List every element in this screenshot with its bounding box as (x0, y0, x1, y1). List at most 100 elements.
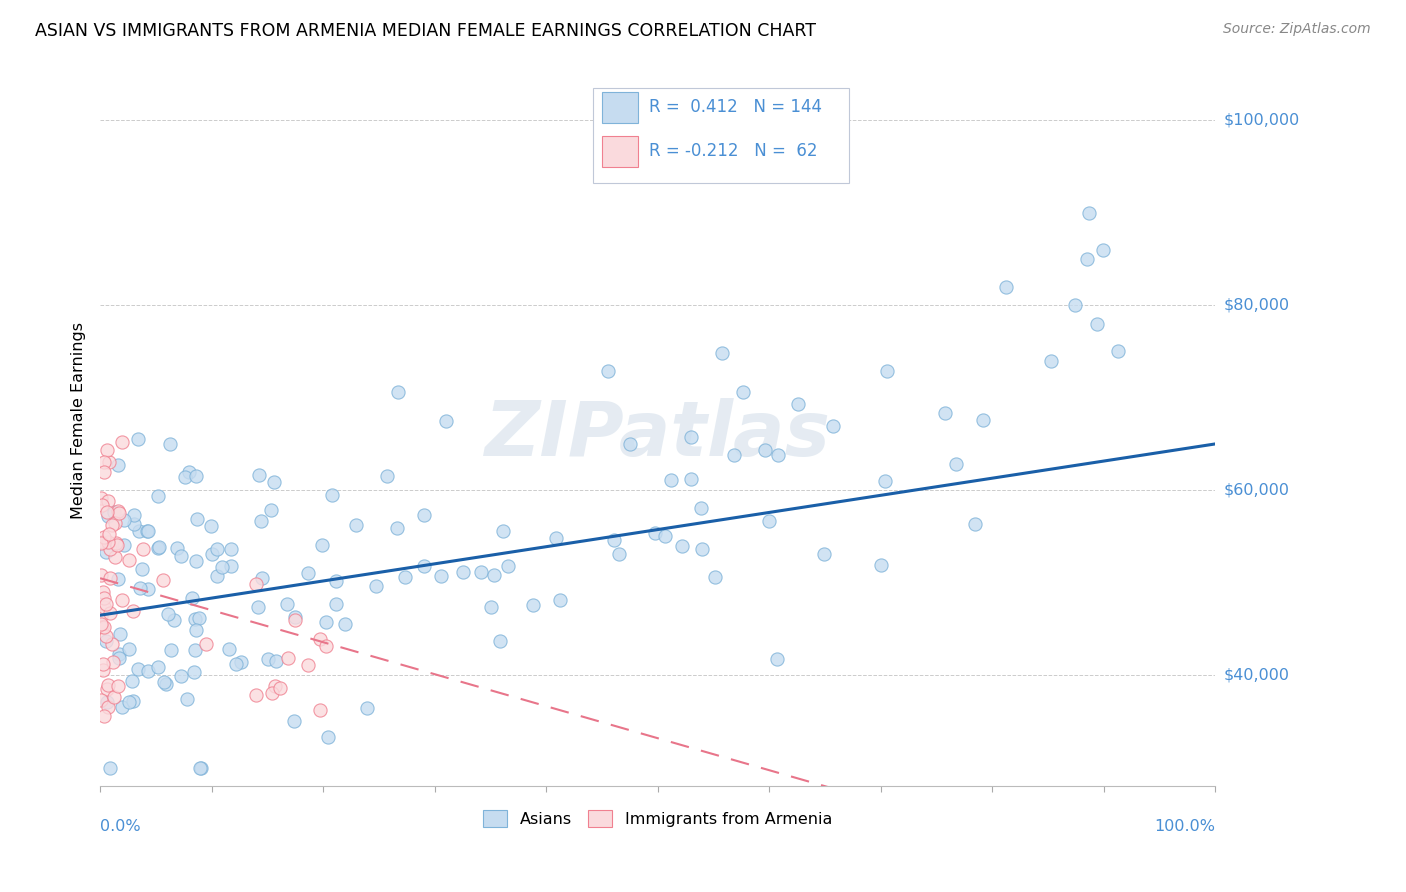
Point (262, 686, 284, 700)
Point (934, 406, 956, 420)
Point (1107, 344, 1129, 359)
Point (225, 657, 247, 671)
Point (176, 692, 198, 706)
Point (276, 597, 298, 611)
Point (183, 643, 205, 657)
FancyBboxPatch shape (602, 136, 637, 167)
Point (821, 418, 844, 433)
FancyBboxPatch shape (593, 88, 849, 183)
Point (101, 637, 124, 651)
Point (723, 448, 745, 462)
Point (245, 689, 267, 703)
Point (766, 448, 789, 462)
Point (311, 538, 333, 552)
Point (190, 761, 212, 775)
Point (127, 662, 149, 676)
Point (96, 699, 118, 714)
Point (205, 569, 228, 583)
Point (186, 512, 208, 526)
Point (186, 553, 208, 567)
Text: R = -0.212   N =  62: R = -0.212 N = 62 (648, 142, 817, 160)
Point (107, 504, 129, 518)
Point (246, 599, 269, 614)
Point (107, 679, 129, 693)
Point (972, 413, 994, 427)
Point (96, 695, 118, 709)
Point (112, 513, 135, 527)
Point (219, 558, 242, 573)
Point (136, 582, 159, 596)
Point (129, 581, 152, 595)
Point (297, 566, 319, 581)
Point (335, 617, 357, 632)
Point (297, 658, 319, 673)
Point (103, 690, 125, 704)
Point (90, 693, 112, 707)
Point (482, 568, 505, 582)
Point (470, 565, 492, 579)
Point (995, 279, 1018, 293)
Point (308, 702, 330, 716)
Point (103, 516, 125, 530)
Point (170, 669, 193, 683)
Point (394, 570, 416, 584)
Point (128, 524, 150, 538)
Point (249, 514, 271, 528)
Text: $60,000: $60,000 (1223, 483, 1289, 498)
Point (94, 545, 117, 559)
Point (94, 597, 117, 611)
Point (179, 465, 201, 479)
Point (93, 465, 115, 479)
Point (90, 609, 112, 624)
Point (544, 531, 567, 545)
Point (492, 524, 515, 539)
Point (118, 642, 141, 657)
Point (159, 436, 181, 450)
Point (131, 562, 153, 576)
Text: ASIAN VS IMMIGRANTS FROM ARMENIA MEDIAN FEMALE EARNINGS CORRELATION CHART: ASIAN VS IMMIGRANTS FROM ARMENIA MEDIAN … (35, 22, 815, 40)
Point (93, 709, 115, 723)
Point (434, 414, 457, 428)
Point (218, 642, 240, 657)
Point (412, 559, 434, 574)
Point (97, 494, 120, 508)
Point (786, 397, 808, 411)
Point (603, 533, 626, 547)
Point (146, 541, 169, 555)
Point (619, 436, 641, 450)
Point (188, 761, 211, 775)
Point (325, 574, 347, 588)
Point (260, 503, 283, 517)
Point (96, 505, 118, 519)
Point (163, 613, 186, 627)
Point (108, 647, 131, 661)
Point (263, 475, 285, 490)
Point (451, 565, 474, 579)
Point (94, 628, 117, 642)
Point (121, 673, 143, 688)
Point (247, 467, 270, 482)
Point (91, 620, 114, 634)
Point (138, 664, 160, 678)
Point (111, 700, 134, 714)
Point (1076, 252, 1098, 266)
Point (111, 593, 134, 607)
Point (98, 761, 121, 775)
Point (187, 611, 209, 625)
Point (609, 547, 631, 561)
Point (93, 620, 115, 634)
Point (184, 611, 207, 625)
Point (377, 468, 399, 483)
Point (93, 600, 115, 615)
Point (681, 471, 703, 485)
Point (257, 652, 280, 666)
Point (112, 538, 135, 552)
Point (148, 489, 170, 503)
Point (245, 577, 267, 591)
Point (479, 599, 502, 614)
Point (264, 679, 287, 693)
Point (103, 656, 125, 670)
Text: ZIPatlas: ZIPatlas (485, 399, 831, 473)
Point (111, 434, 134, 449)
Point (152, 573, 174, 587)
